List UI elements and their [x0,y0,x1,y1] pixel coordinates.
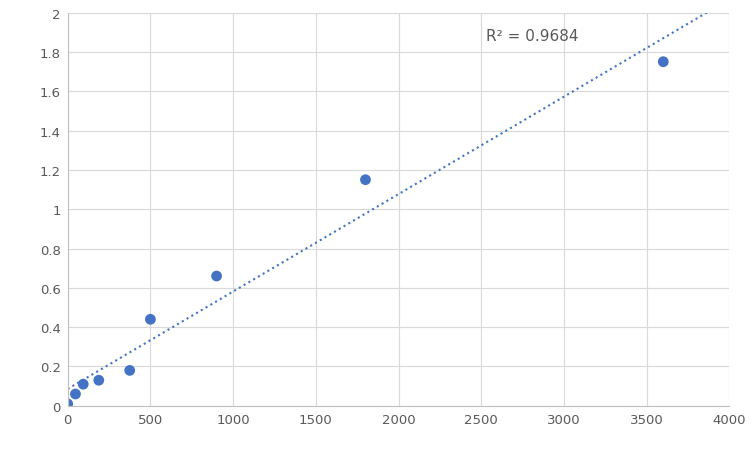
Point [69,391,81,398]
Point [657,59,669,66]
Point [123,367,135,374]
Point [144,316,156,323]
Point [77,381,89,388]
Point [92,377,105,384]
Point [62,400,74,408]
Text: R² = 0.9684: R² = 0.9684 [487,29,579,44]
Point [359,177,371,184]
Point [211,273,223,280]
